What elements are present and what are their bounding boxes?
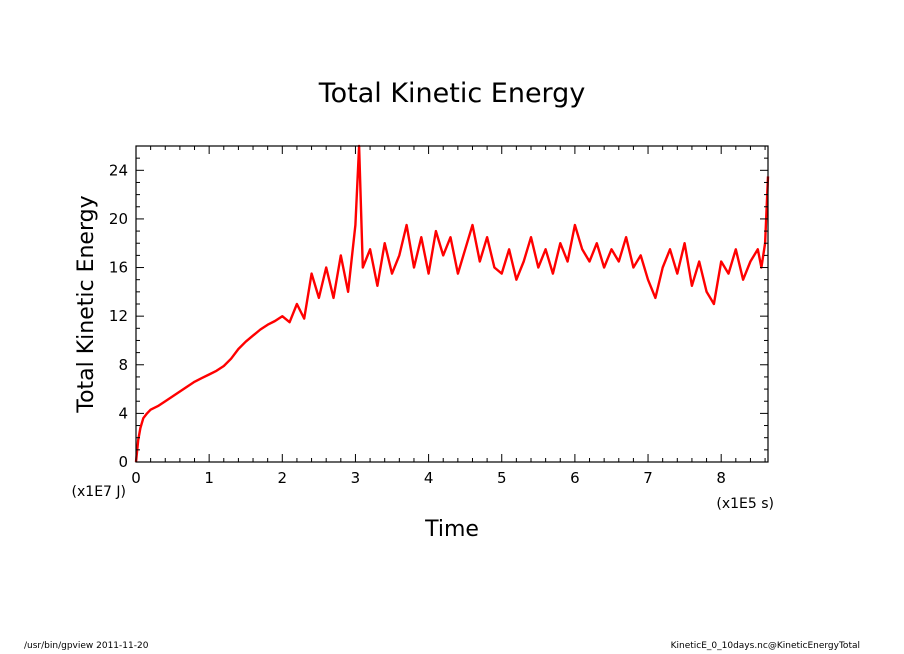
x-axis-label: Time bbox=[424, 517, 479, 542]
x-tick-label: 2 bbox=[278, 469, 288, 487]
chart-title: Total Kinetic Energy bbox=[318, 78, 586, 109]
x-tick-label: 7 bbox=[643, 469, 653, 487]
data-layer bbox=[134, 144, 770, 463]
series-line-0 bbox=[134, 144, 770, 463]
y-tick-label: 4 bbox=[118, 404, 128, 422]
y-tick-label: 8 bbox=[118, 356, 128, 374]
x-tick-label: 1 bbox=[204, 469, 214, 487]
x-tick-label: 0 bbox=[131, 469, 141, 487]
y-tick-label: 16 bbox=[109, 259, 128, 277]
y-tick-label: 24 bbox=[109, 161, 128, 179]
y-tick-label: 12 bbox=[109, 307, 128, 325]
x-tick-label: 3 bbox=[351, 469, 361, 487]
x-unit-label: (x1E5 s) bbox=[716, 496, 774, 512]
footer-left: /usr/bin/gpview 2011-11-20 bbox=[24, 641, 149, 651]
x-tick-label: 5 bbox=[497, 469, 507, 487]
y-unit-label: (x1E7 J) bbox=[72, 484, 126, 500]
footer-right: KineticE_0_10days.nc@KineticEnergyTotal bbox=[670, 641, 860, 651]
x-tick-label: 4 bbox=[424, 469, 434, 487]
y-tick-label: 0 bbox=[118, 453, 128, 471]
y-axis-label: Total Kinetic Energy bbox=[74, 195, 99, 413]
x-tick-label: 8 bbox=[716, 469, 726, 487]
y-tick-label: 20 bbox=[109, 210, 128, 228]
plot-frame bbox=[135, 145, 769, 463]
x-tick-label: 6 bbox=[570, 469, 580, 487]
